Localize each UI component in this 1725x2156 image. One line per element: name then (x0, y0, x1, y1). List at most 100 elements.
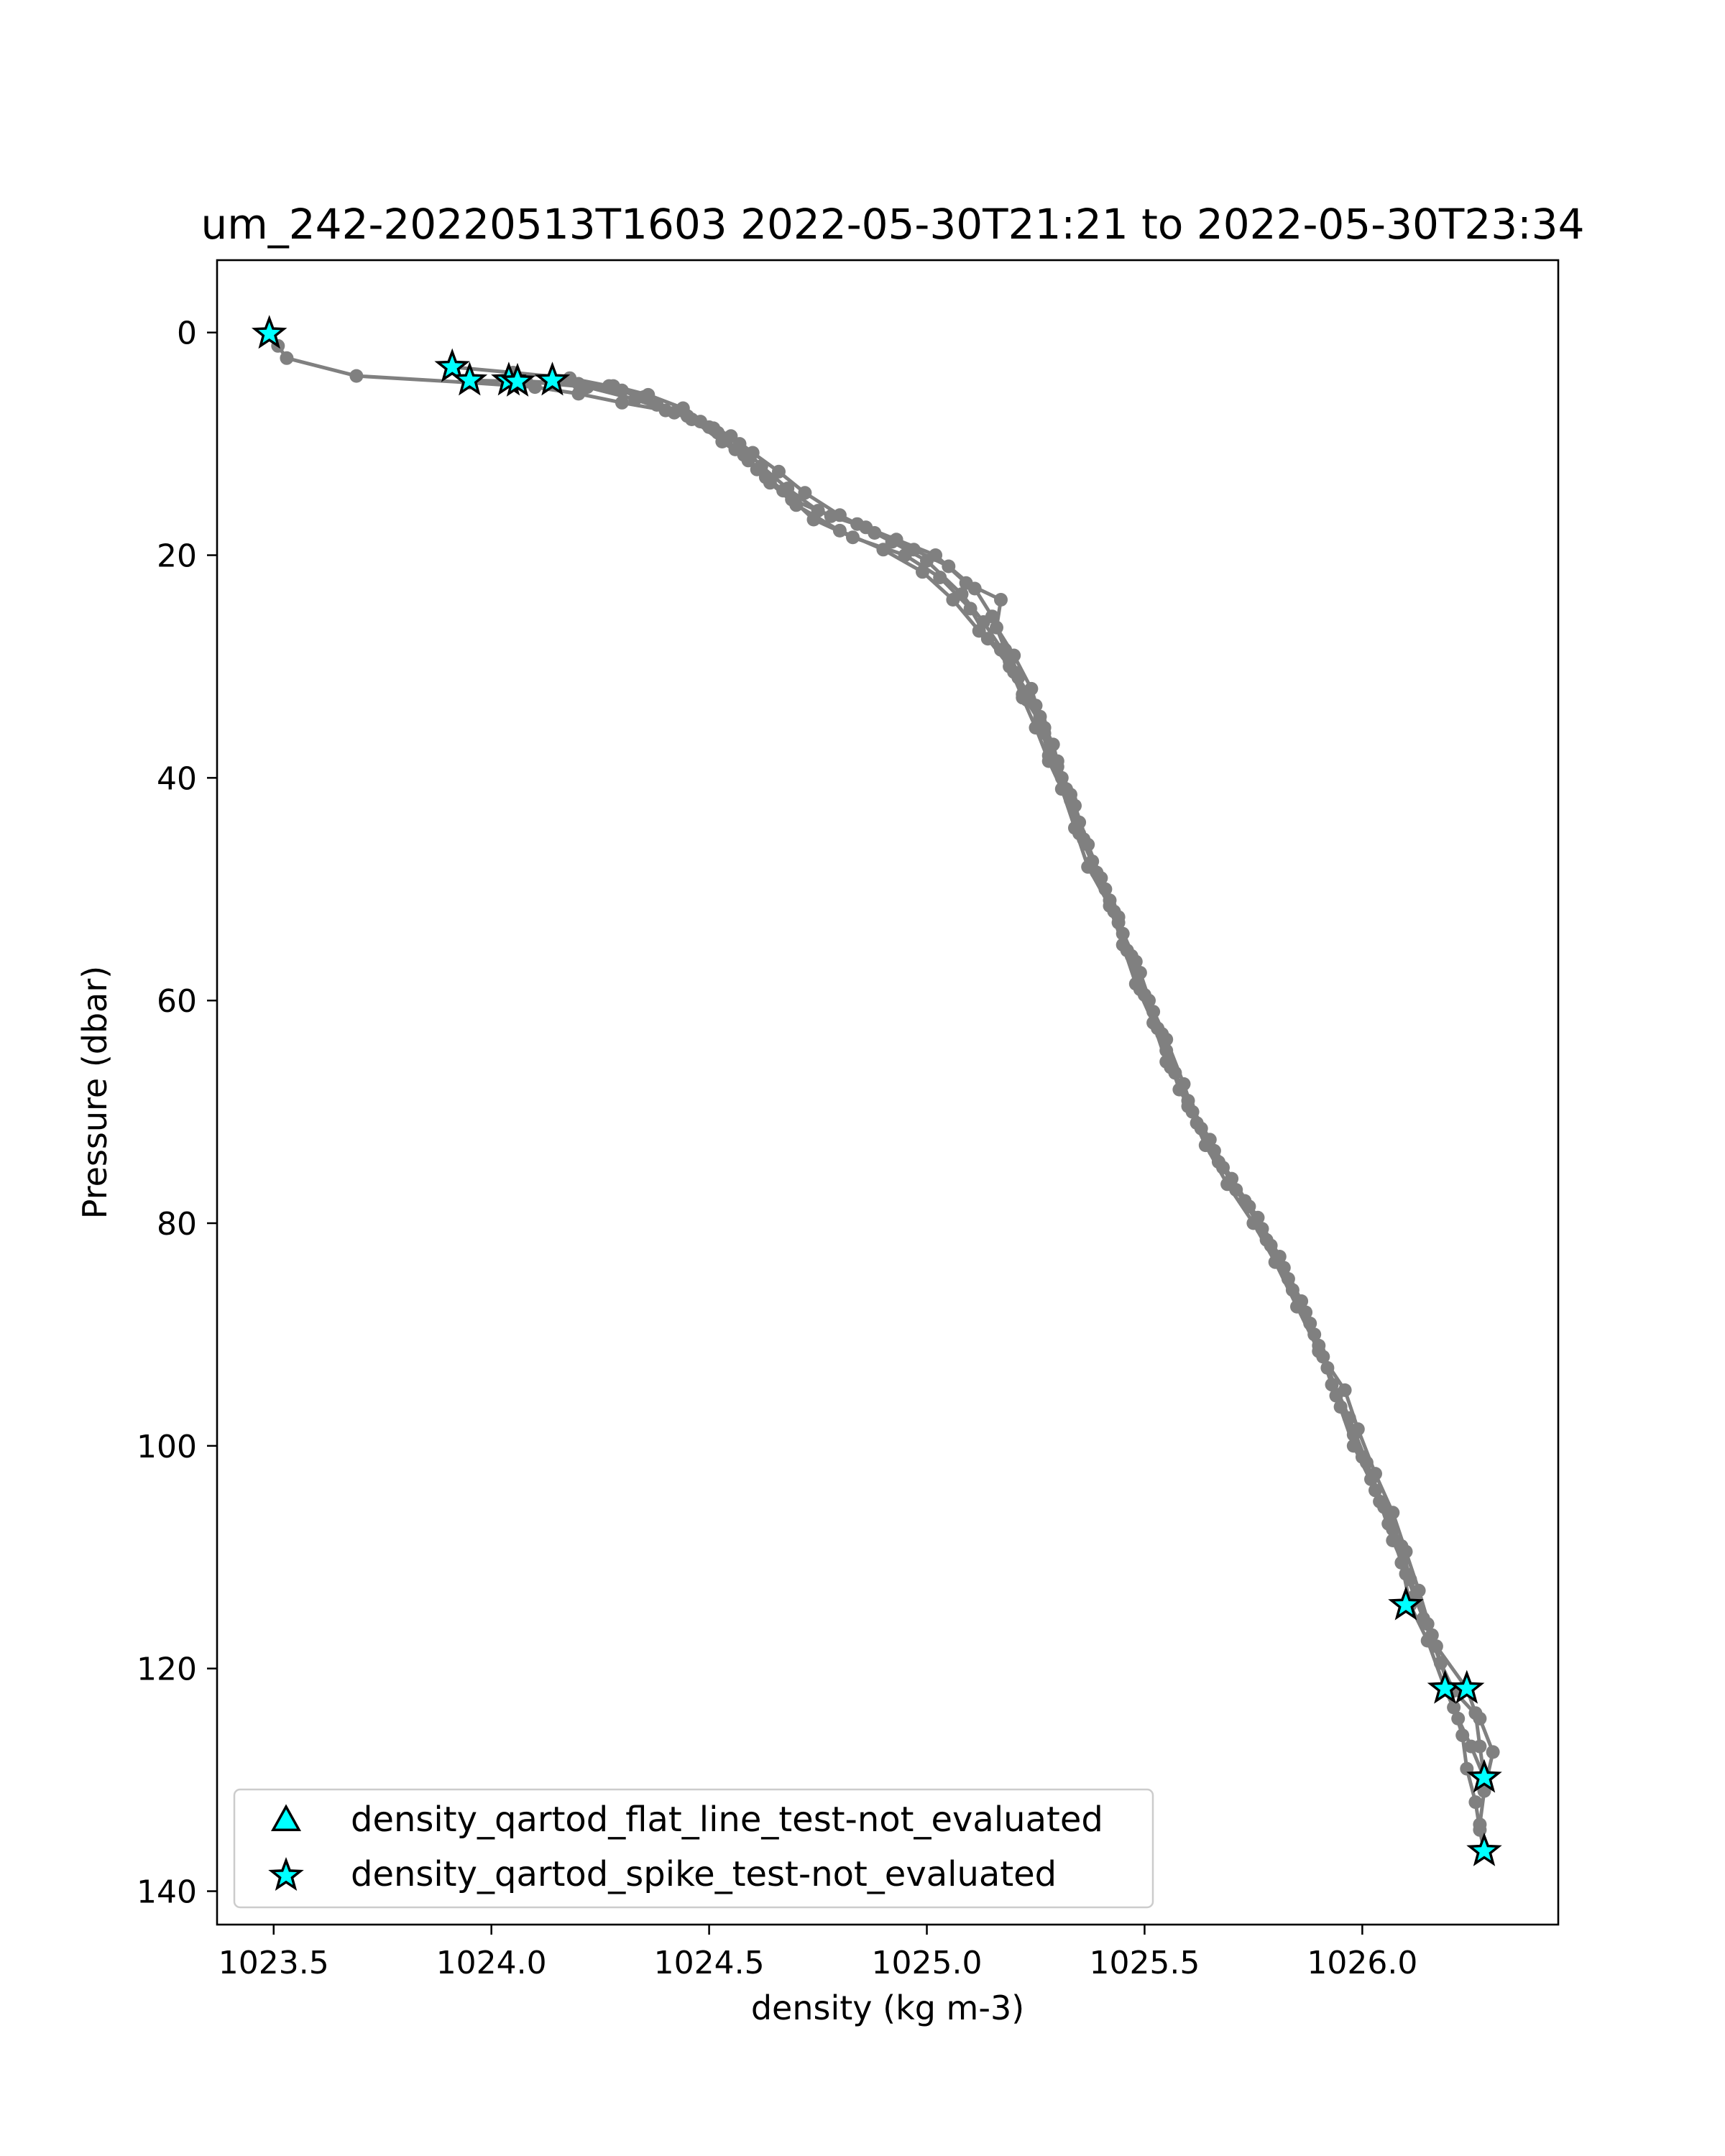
x-tick-label: 1024.5 (654, 1945, 765, 1981)
legend-box (233, 1788, 1154, 1909)
profile-point (1159, 1054, 1174, 1069)
x-tick-label: 1023.5 (218, 1945, 329, 1981)
profile-point (990, 620, 1003, 635)
profile-point (1251, 1210, 1265, 1225)
profile-point (606, 379, 620, 393)
legend-star-shape (268, 1857, 304, 1892)
profile-point (1116, 938, 1130, 952)
profile-point (1016, 691, 1030, 705)
profile-point (806, 512, 821, 527)
profile-point (1029, 721, 1043, 735)
profile-point (1368, 1483, 1382, 1498)
profile-point (994, 593, 1008, 607)
profile-point (798, 486, 812, 500)
profile-point (750, 462, 764, 476)
profile-point (650, 397, 664, 412)
legend: density_qartod_flat_line_test-not_evalua… (233, 1788, 1154, 1909)
y-tick-label: 60 (157, 983, 197, 1020)
legend-triangle-icon (270, 1804, 302, 1832)
y-tick-label: 80 (157, 1206, 197, 1243)
spike-star-marker (451, 361, 488, 396)
profile-point (1312, 1338, 1326, 1353)
profile-point (885, 535, 899, 549)
y-tick-label: 100 (137, 1429, 197, 1465)
profile-point (349, 369, 364, 383)
profile-point (1416, 1611, 1430, 1626)
legend-star-icon (268, 1857, 304, 1892)
profile-point (1486, 1745, 1500, 1759)
profile-point (1468, 1795, 1483, 1810)
profile-point (1294, 1294, 1309, 1308)
y-axis-ticks: 0 20 40 60 80 100 120 140 (137, 315, 217, 1911)
spike-star-marker (500, 362, 535, 397)
profile-point (1081, 860, 1095, 874)
spike-test-markers (251, 315, 1502, 1866)
profile-series-3 (502, 373, 1491, 1784)
profile-point (1386, 1522, 1400, 1537)
spike-star-marker (1466, 1832, 1502, 1866)
profile-point (615, 395, 629, 410)
profile-point (1202, 1133, 1217, 1147)
spike-star-marker (1449, 1669, 1485, 1704)
profile-point (676, 401, 690, 415)
legend-label-flat-line: density_qartod_flat_line_test-not_evalua… (351, 1800, 1103, 1840)
profile-point (1455, 1728, 1470, 1743)
profile-point (776, 484, 791, 498)
profile-point (280, 351, 294, 365)
profile-series-1 (445, 360, 1500, 1858)
profile-point (1346, 1439, 1361, 1453)
x-tick-label: 1025.0 (872, 1945, 983, 1981)
profile-point (1128, 954, 1143, 969)
profile-line-3 (508, 378, 1486, 1778)
profile-point (1054, 782, 1069, 796)
profile-point (1041, 754, 1056, 768)
y-tick-label: 40 (157, 760, 197, 797)
spike-star-marker (434, 348, 470, 382)
profile-point (707, 421, 721, 436)
profile-point (1003, 659, 1017, 673)
chart-title: um_242-20220513T1603 2022-05-30T21:21 to… (201, 200, 1585, 249)
profile-point (963, 602, 978, 616)
profile-point (1399, 1567, 1413, 1581)
profile-point (933, 571, 947, 584)
profile-point (850, 517, 865, 531)
profile-point (1473, 1739, 1487, 1754)
spike-star-marker (1388, 1586, 1424, 1621)
profile-point (1473, 1823, 1487, 1837)
profile-point (1068, 821, 1082, 835)
spike-star-marker (251, 315, 288, 349)
plot-frame (216, 259, 1560, 1926)
profile-point (641, 387, 656, 402)
profile-point (920, 553, 934, 568)
profile-point (980, 632, 995, 646)
profile-line-4 (552, 378, 1451, 1690)
spike-star-marker (534, 361, 571, 396)
y-tick-label: 140 (137, 1874, 197, 1911)
profile-point (1181, 1094, 1195, 1108)
profile-point (846, 530, 860, 545)
profile-point (1225, 1171, 1239, 1186)
y-axis-label: Pressure (dbar) (75, 966, 114, 1219)
profile-point (772, 464, 786, 479)
x-tick-label: 1025.5 (1089, 1945, 1200, 1981)
profile-point (1146, 1015, 1161, 1030)
profile-point (1447, 1700, 1461, 1715)
legend-label-spike: density_qartod_spike_test-not_evaluated (351, 1854, 1057, 1894)
profile-point (898, 548, 912, 562)
y-tick-label: 120 (137, 1651, 197, 1688)
profile-point (1159, 1032, 1174, 1046)
spike-star-marker (1466, 1759, 1502, 1793)
x-tick-label: 1026.0 (1307, 1945, 1417, 1981)
plot-layer (251, 315, 1502, 1866)
y-tick-label: 20 (157, 538, 197, 575)
profile-line-2 (469, 378, 1486, 1853)
x-axis-label: density (kg m-3) (751, 1989, 1024, 2027)
profile-series-4 (546, 373, 1456, 1696)
x-tick-label: 1024.0 (436, 1945, 547, 1981)
profile-point (1103, 899, 1117, 913)
profile-point (1272, 1250, 1287, 1263)
profile-point (1329, 1388, 1343, 1403)
profile-point (1433, 1656, 1448, 1670)
